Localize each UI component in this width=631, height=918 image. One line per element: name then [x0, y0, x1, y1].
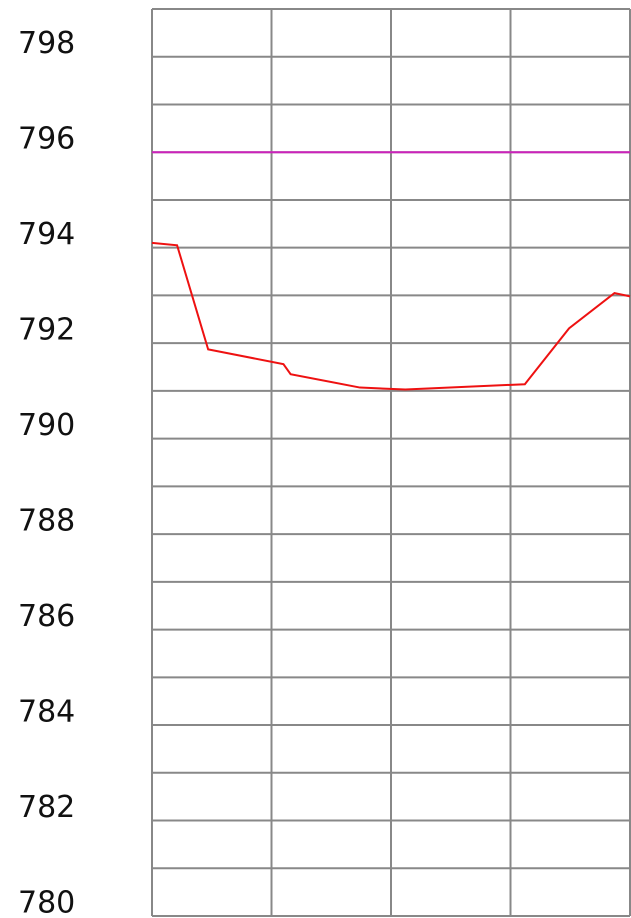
- y-tick-label: 786: [18, 599, 75, 634]
- y-tick-label: 790: [18, 408, 75, 443]
- data-line: [151, 241, 631, 391]
- y-tick-label: 796: [18, 122, 75, 157]
- y-tick-label: 784: [18, 695, 75, 730]
- y-tick-label: 794: [18, 217, 75, 252]
- y-tick-label: 788: [18, 504, 75, 539]
- y-tick-label: 782: [18, 790, 75, 825]
- y-tick-label: 798: [18, 26, 75, 61]
- y-tick-label: 780: [18, 886, 75, 918]
- y-tick-label: 792: [18, 313, 75, 348]
